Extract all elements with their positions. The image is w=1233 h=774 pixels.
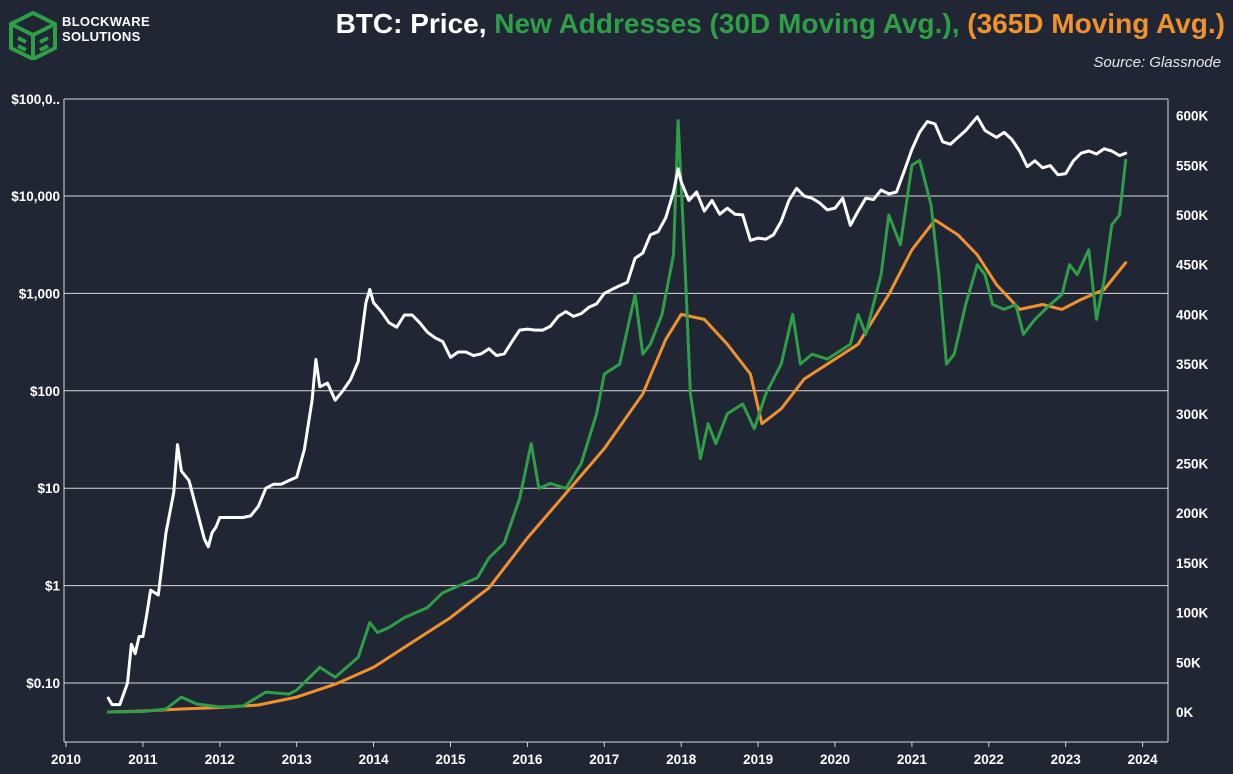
x-tick-label: 2020	[820, 752, 850, 767]
right-axis-labels: 0K 50K 100K 150K 200K 250K 300K 350K 400K 450K 500…	[1176, 109, 1209, 720]
right-tick-label: 550K	[1176, 158, 1209, 173]
left-tick-label: $1	[45, 579, 61, 594]
brand-name: BLOCKWARE SOLUTIONS	[62, 14, 150, 44]
series-line-price	[106, 115, 1128, 707]
title-price: BTC: Price,	[335, 8, 495, 39]
x-tick-label: 2016	[512, 752, 543, 767]
left-tick-label: $1,000	[19, 286, 60, 301]
chart-title: BTC: Price, New Addresses (30D Moving Av…	[336, 8, 1225, 40]
right-tick-label: 450K	[1176, 258, 1209, 273]
x-tick-label: 2021	[897, 752, 928, 767]
right-tick-label: 400K	[1176, 307, 1209, 322]
gridlines	[63, 98, 1169, 743]
x-tick-label: 2024	[1128, 752, 1159, 767]
left-tick-label: $0.10	[26, 676, 60, 691]
right-tick-label: 300K	[1176, 407, 1209, 422]
right-tick-label: 150K	[1176, 556, 1209, 571]
right-tick-label: 250K	[1176, 457, 1209, 472]
x-tick-label: 2015	[435, 752, 466, 767]
brand-line-2: SOLUTIONS	[62, 29, 141, 44]
x-tick-label: 2019	[743, 752, 773, 767]
cube-logo-icon	[9, 10, 57, 60]
x-tick-label: 2014	[359, 752, 390, 767]
left-tick-label: $100,0..	[11, 92, 60, 107]
x-tick-label: 2010	[51, 752, 81, 767]
blockware-logo	[9, 10, 57, 60]
left-axis-labels: $0.10 $1 $10 $100 $1,000 $10,000 $100,0..	[11, 92, 60, 691]
x-tick-label: 2011	[128, 752, 158, 767]
series-line-new-addresses-365d	[106, 218, 1128, 714]
title-365d: (365D Moving Avg.)	[967, 8, 1225, 39]
title-new-addresses: New Addresses (30D Moving Avg.),	[494, 8, 968, 39]
right-tick-label: 350K	[1176, 357, 1209, 372]
source-label: Source: Glassnode	[1093, 54, 1221, 71]
x-tick-label: 2017	[589, 752, 619, 767]
x-axis: 2010 2011 2012 2013 2014 2015 2016 2017 2018 2019…	[51, 742, 1158, 767]
left-tick-label: $10,000	[11, 189, 60, 204]
right-tick-label: 50K	[1176, 655, 1201, 670]
left-tick-label: $100	[30, 384, 60, 399]
series-lines	[106, 115, 1128, 714]
series-line-new-addresses-30d	[106, 119, 1128, 714]
brand-line-1: BLOCKWARE	[62, 14, 150, 29]
x-tick-label: 2022	[974, 752, 1004, 767]
x-tick-label: 2018	[666, 752, 697, 767]
right-tick-label: 0K	[1176, 705, 1194, 720]
x-tick-label: 2013	[282, 752, 313, 767]
right-tick-label: 200K	[1176, 506, 1209, 521]
right-tick-label: 500K	[1176, 208, 1209, 223]
right-tick-label: 100K	[1176, 606, 1209, 621]
x-tick-label: 2012	[205, 752, 235, 767]
x-tick-label: 2023	[1051, 752, 1082, 767]
right-tick-label: 600K	[1176, 109, 1209, 124]
left-tick-label: $10	[37, 481, 60, 496]
